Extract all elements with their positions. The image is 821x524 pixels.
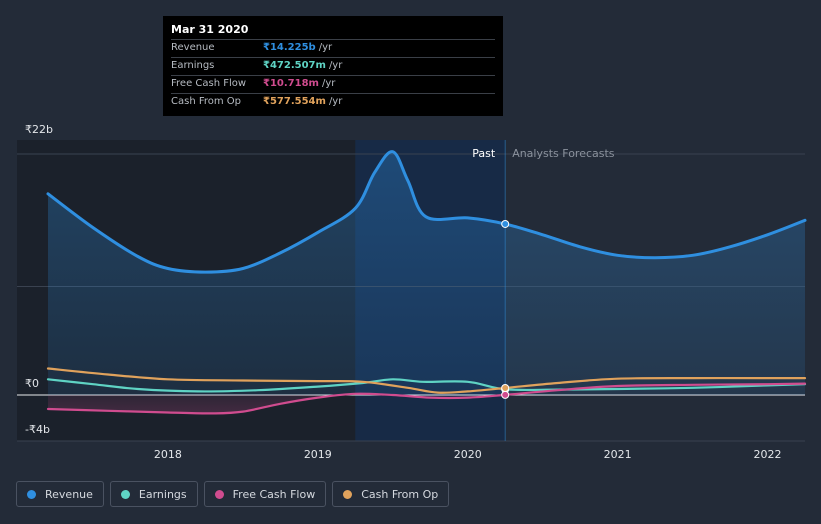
tooltip: Mar 31 2020 Revenue ₹14.225b /yr Earning… [163, 16, 503, 116]
forecast-label: Analysts Forecasts [512, 147, 615, 160]
x-tick-label: 2021 [604, 448, 632, 461]
y-tick-label: ₹22b [25, 123, 53, 136]
tooltip-row-revenue: Revenue ₹14.225b /yr [171, 39, 495, 57]
revenue-marker [501, 219, 510, 228]
tooltip-value: ₹14.225b [263, 42, 316, 53]
legend-dot-icon [214, 489, 224, 499]
tooltip-row-free-cash-flow: Free Cash Flow ₹10.718m /yr [171, 75, 495, 93]
chart-area: ₹22b ₹0 -₹4b 2018 2019 2020 2021 2022 Past Analys… [17, 123, 807, 461]
x-tick-label: 2020 [454, 448, 482, 461]
tooltip-unit: /yr [328, 96, 343, 107]
legend-label: Cash From Op [361, 487, 439, 501]
cash-from-op-line [46, 367, 807, 394]
earnings-line [46, 378, 807, 393]
free-cash-flow-line [46, 382, 807, 415]
legend-label: Free Cash Flow [232, 487, 316, 501]
legend-label: Earnings [138, 487, 187, 501]
legend: Revenue Earnings Free Cash Flow Cash Fro… [16, 481, 450, 507]
free-cash-flow-area [48, 395, 318, 414]
tooltip-unit: /yr [321, 78, 336, 89]
legend-dot-icon [27, 489, 36, 499]
legend-item-revenue[interactable]: Revenue [16, 481, 104, 507]
y-tick-label: -₹4b [25, 423, 50, 436]
legend-dot-icon [120, 489, 130, 499]
free-cash-flow-marker [501, 390, 510, 399]
y-tick-label: ₹0 [25, 377, 39, 390]
legend-item-earnings[interactable]: Earnings [109, 481, 198, 507]
tooltip-label: Cash From Op [171, 96, 242, 107]
tooltip-row-cash-from-op: Cash From Op ₹577.554m /yr [171, 93, 495, 111]
tooltip-value: ₹577.554m [263, 96, 326, 107]
legend-dot-icon [343, 489, 353, 499]
legend-item-cash-from-op[interactable]: Cash From Op [332, 481, 450, 507]
x-tick-label: 2019 [304, 448, 332, 461]
tooltip-label: Revenue [171, 42, 215, 53]
legend-label: Revenue [45, 487, 93, 501]
tooltip-label: Earnings [171, 60, 215, 71]
legend-item-free-cash-flow[interactable]: Free Cash Flow [203, 481, 327, 507]
tooltip-value: ₹10.718m [263, 78, 319, 89]
tooltip-date: Mar 31 2020 [171, 23, 249, 36]
revenue-area [48, 151, 805, 395]
cash-from-op-marker [501, 384, 510, 393]
tooltip-label: Free Cash Flow [171, 78, 247, 89]
revenue-line [46, 150, 807, 274]
tooltip-unit: /yr [328, 60, 343, 71]
x-tick-label: 2022 [754, 448, 782, 461]
x-tick-label: 2018 [154, 448, 182, 461]
tooltip-row-earnings: Earnings ₹472.507m /yr [171, 57, 495, 75]
tooltip-value: ₹472.507m [263, 60, 326, 71]
tooltip-unit: /yr [318, 42, 333, 53]
past-label: Past [472, 147, 496, 160]
